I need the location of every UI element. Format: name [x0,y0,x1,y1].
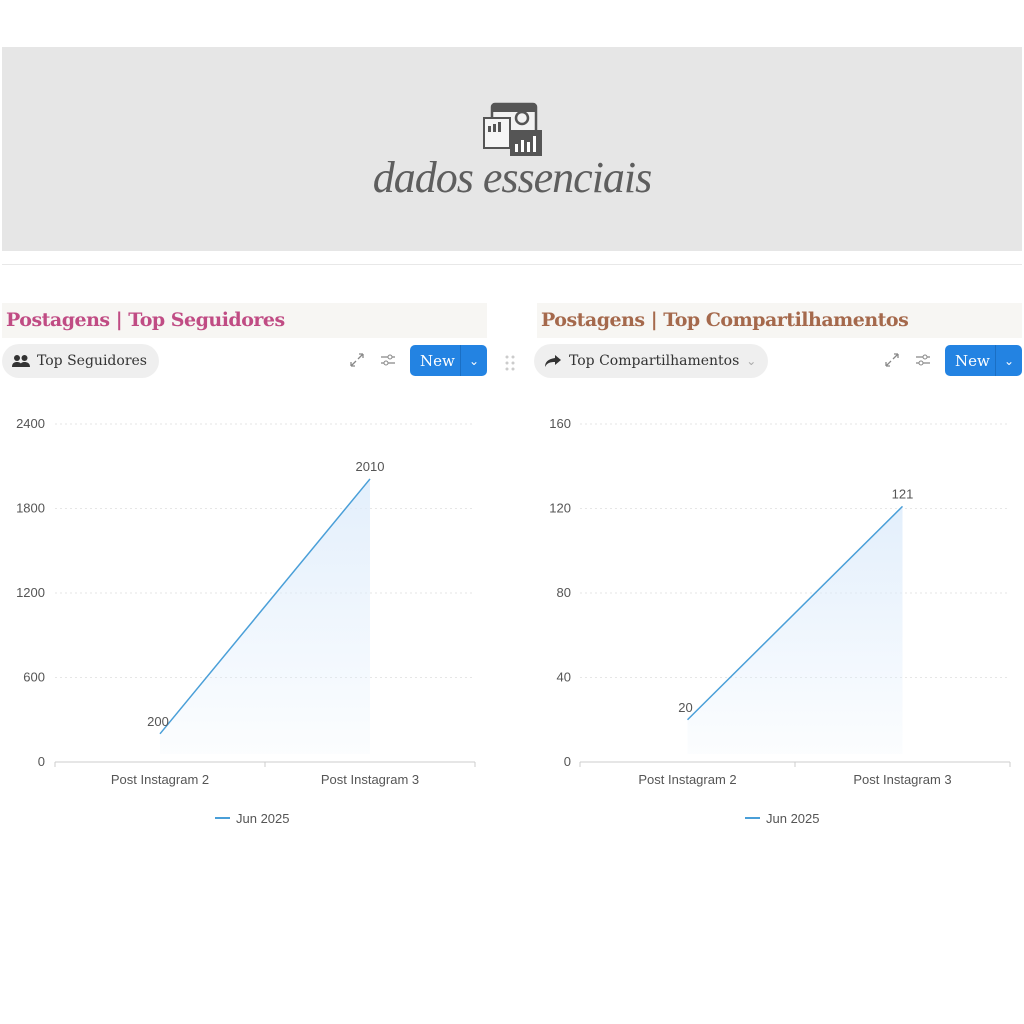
divider [2,264,1022,265]
chevron-down-icon[interactable]: ⌄ [468,353,480,368]
y-tick-label: 1800 [16,501,45,516]
expand-icon[interactable] [884,352,900,368]
x-tick-label: Post Instagram 2 [638,772,736,787]
legend-label: Jun 2025 [236,811,290,826]
panel-title: Postagens | Top Compartilhamentos [537,303,1022,338]
x-tick-label: Post Instagram 2 [111,772,209,787]
data-label: 20 [678,700,692,715]
data-label: 121 [892,486,914,501]
view-tab-top-seguidores[interactable]: Top Seguidores [2,344,159,378]
dashboard-analytics-icon [483,102,542,156]
drag-handle-icon[interactable] [504,354,516,372]
chevron-down-icon[interactable]: ⌄ [1003,353,1015,368]
y-tick-label: 1200 [16,585,45,600]
y-tick-label: 120 [549,501,571,516]
expand-icon[interactable] [349,352,365,368]
y-tick-label: 0 [564,754,571,769]
people-icon [12,355,30,367]
series-area [160,478,370,754]
panel-top-seguidores: Postagens | Top Seguidores Top Seguidore… [2,303,487,382]
settings-sliders-icon[interactable] [380,352,396,368]
view-tab-top-compartilhamentos[interactable]: Top Compartilhamentos ⌄ [534,344,769,378]
series-line [159,478,371,735]
x-tick-label: Post Instagram 3 [321,772,419,787]
share-arrow-icon [545,355,561,367]
data-label: 200 [147,714,169,729]
y-tick-label: 40 [557,670,571,685]
legend-label: Jun 2025 [766,811,820,826]
settings-sliders-icon[interactable] [915,352,931,368]
view-tab-label: Top Compartilhamentos [569,353,740,369]
new-button[interactable]: New ⌄ [945,345,1022,376]
panel-title: Postagens | Top Seguidores [2,303,487,338]
series-area [687,506,903,754]
cover-title: dados essenciais [372,153,653,202]
y-tick-label: 0 [38,754,45,769]
view-tab-label: Top Seguidores [37,353,147,369]
x-tick-label: Post Instagram 3 [853,772,951,787]
new-button[interactable]: New ⌄ [410,345,487,376]
panel-top-compartilhamentos: Postagens | Top Compartilhamentos Top Co… [534,303,1022,382]
y-tick-label: 600 [23,670,45,685]
y-tick-label: 160 [549,416,571,431]
data-label: 2010 [356,459,385,474]
y-tick-label: 2400 [16,416,45,431]
new-button-label: New [955,351,990,370]
series-line [686,505,904,721]
y-tick-label: 80 [557,585,571,600]
new-button-label: New [420,351,455,370]
chevron-down-icon[interactable]: ⌄ [746,354,757,368]
